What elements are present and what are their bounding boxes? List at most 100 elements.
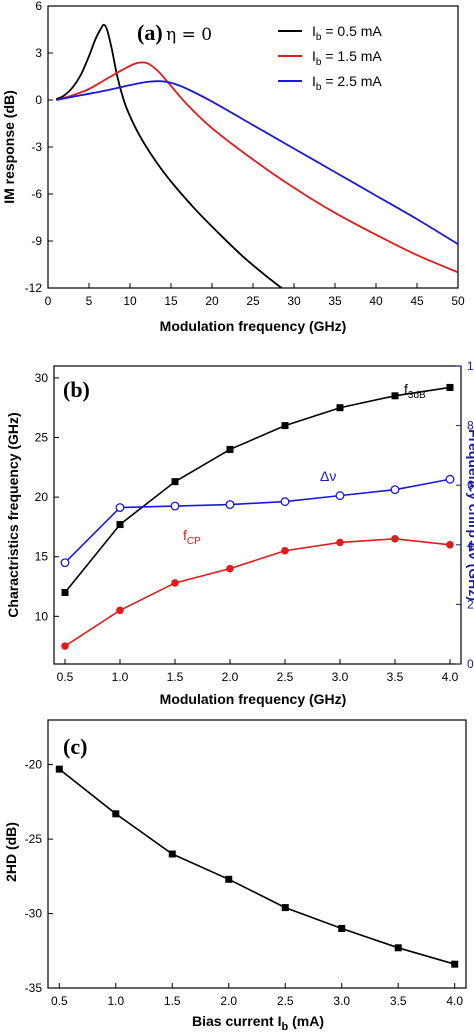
series-lines-b — [60, 383, 455, 650]
data-point-b-2 — [280, 497, 290, 507]
x-tick-label: 2.0 — [222, 670, 239, 684]
series-line-a-0 — [55, 23, 283, 288]
x-tick-label: 2.5 — [277, 994, 294, 1008]
legend-name-sub: b — [316, 57, 322, 68]
data-point-b-2 — [390, 485, 400, 495]
panel-b: 0.5 1.0 1.5 2.0 2.5 3.0 3.5 4.0 10 15 20 25 30 0 2 4 6 8 1… — [5, 359, 474, 707]
x-tick-label: 4.0 — [446, 994, 463, 1008]
data-point-b-0 — [171, 478, 179, 486]
series-annotation-b-2: Δν — [320, 468, 336, 484]
series-lines-c — [55, 765, 459, 968]
y-right-tick-label: 8 — [467, 419, 474, 433]
data-point-b-0 — [226, 445, 234, 453]
y-tick-label: 3 — [35, 46, 42, 60]
x-tick-label: 1.5 — [167, 670, 184, 684]
x-axis-label-b: Modulation frequency (GHz) — [160, 691, 347, 707]
data-point-b-2 — [115, 503, 125, 512]
axis-ticks-c: 0.5 1.0 1.5 2.0 2.5 3.0 3.5 4.0 -35 -30 -25 -20 — [25, 758, 464, 1008]
series-line-b-1 — [64, 538, 451, 647]
legend-label-a-2: Ib = 2.5 mA — [312, 73, 382, 93]
data-point-b-2 — [60, 558, 70, 568]
x-tick-label: 0 — [45, 294, 52, 308]
y-tick-label: -35 — [25, 981, 43, 995]
x-tick-label: 1.0 — [107, 994, 124, 1008]
y-tick-label: 25 — [35, 431, 49, 445]
x-tick-label: 45 — [410, 294, 424, 308]
panel-label-a: (a) — [137, 20, 163, 45]
data-point-c — [451, 960, 459, 968]
y-right-tick-label: 2 — [467, 597, 474, 611]
data-point-c — [394, 944, 402, 952]
x-axis-label-c: Bias current Ib (mA) — [192, 1013, 324, 1033]
data-point-b-2 — [225, 500, 235, 510]
series-annotation-sub: CP — [187, 536, 201, 547]
x-tick-label: 3.5 — [390, 994, 407, 1008]
data-point-b-2 — [335, 491, 345, 501]
data-point-b-0 — [391, 392, 399, 400]
data-point-b-1 — [336, 538, 344, 547]
data-point-b-1 — [226, 564, 234, 573]
panel-a: 0 5 10 15 20 25 30 35 40 45 50 -12 -9 -6 -3 0 3 6 (a) η =… — [1, 0, 465, 334]
x-tick-label: 50 — [451, 294, 465, 308]
legend-name: I — [312, 73, 316, 89]
data-point-c — [55, 765, 63, 773]
series-line-a-1 — [55, 61, 458, 274]
legend-name: I — [312, 23, 316, 39]
x-tick-label: 5 — [86, 294, 93, 308]
data-point-c — [168, 850, 176, 858]
series-line-c-0 — [58, 768, 455, 965]
data-point-c — [225, 875, 233, 883]
y-tick-label: -9 — [31, 234, 42, 248]
data-point-b-0 — [336, 404, 344, 412]
data-point-b-1 — [116, 606, 124, 615]
legend-name-value: = 0.5 mA — [321, 23, 382, 39]
y-tick-label: 6 — [35, 0, 42, 13]
legend-name-value: = 1.5 mA — [321, 48, 382, 64]
series-annotation-sub: 3dB — [408, 390, 426, 401]
series-lines-a — [55, 23, 458, 288]
x-tick-label: 30 — [287, 294, 301, 308]
x-tick-label: 0.5 — [57, 670, 74, 684]
y-right-tick-label: 10 — [467, 359, 474, 373]
series-annotation-b-1: fCP — [183, 527, 201, 547]
data-point-c — [281, 904, 289, 912]
panel-label-b: (b) — [63, 377, 90, 402]
x-tick-label: 2.0 — [220, 994, 237, 1008]
x-axis-label-a: Modulation frequency (GHz) — [160, 318, 347, 334]
legend-name: I — [312, 48, 316, 64]
y-tick-label: -30 — [25, 907, 43, 921]
series-annotation-name: f — [404, 381, 408, 397]
y-axis-label-a: IM response (dB) — [1, 90, 17, 204]
panel-c: 0.5 1.0 1.5 2.0 2.5 3.0 3.5 4.0 -35 -30 -25 -20 (c)… — [3, 719, 467, 1033]
x-tick-label: 1.5 — [164, 994, 181, 1008]
series-annotation-name: f — [183, 527, 187, 543]
y-tick-label: -20 — [25, 758, 43, 772]
data-point-b-1 — [446, 541, 454, 549]
series-line-a-2 — [56, 80, 458, 245]
x-axis-label-c-sub: b — [281, 1021, 288, 1033]
x-tick-label: 1.0 — [112, 670, 129, 684]
x-tick-label: 40 — [369, 294, 383, 308]
data-point-c — [338, 924, 346, 932]
data-point-b-2 — [445, 474, 455, 484]
y-tick-label: 30 — [35, 371, 49, 385]
series-annotation-name: Δν — [320, 468, 336, 484]
y-axis-label-c: 2HD (dB) — [3, 822, 19, 882]
x-tick-label: 25 — [246, 294, 260, 308]
y-tick-label: 10 — [35, 609, 49, 623]
x-tick-label: 3.0 — [333, 994, 350, 1008]
x-tick-label: 20 — [205, 294, 219, 308]
data-point-b-1 — [171, 579, 179, 587]
x-tick-label: 4.0 — [442, 670, 459, 684]
data-point-b-0 — [446, 383, 454, 391]
y-tick-label: -12 — [25, 281, 43, 295]
legend-label-a-0: Ib = 0.5 mA — [312, 23, 382, 43]
legend-name-sub: b — [316, 32, 322, 43]
x-tick-label: 2.5 — [277, 670, 294, 684]
legend-name-sub: b — [316, 82, 322, 93]
data-point-b-1 — [61, 642, 69, 650]
y-tick-label: -6 — [31, 187, 42, 201]
